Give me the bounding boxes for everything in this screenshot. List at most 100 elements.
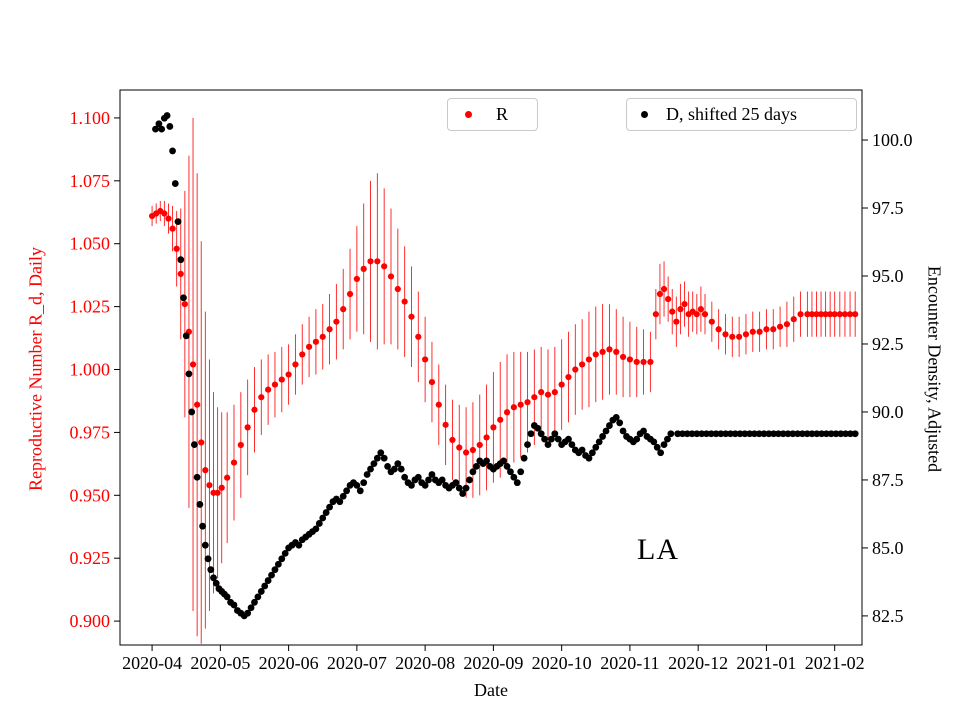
- data-point: [264, 577, 272, 584]
- data-point: [214, 489, 221, 496]
- data-point: [760, 430, 768, 438]
- data-point: [181, 301, 188, 308]
- data-point: [177, 270, 184, 278]
- data-point: [315, 520, 323, 527]
- data-point: [367, 258, 374, 265]
- data-point: [421, 481, 429, 489]
- data-point: [394, 460, 402, 468]
- data-point: [374, 258, 381, 265]
- data-point: [736, 333, 743, 340]
- data-point: [626, 356, 634, 363]
- y-axis-label-right: Encounter Density, Adjusted: [924, 265, 945, 473]
- data-point: [527, 430, 535, 438]
- data-point: [281, 549, 289, 557]
- x-tick-label: 2020-08: [395, 653, 455, 673]
- data-point: [784, 430, 792, 438]
- data-point: [554, 435, 562, 443]
- data-point: [224, 474, 231, 481]
- x-tick-label: 2021-02: [805, 653, 865, 673]
- data-point: [770, 430, 778, 438]
- y-left-tick-label: 0.925: [70, 548, 111, 568]
- y-left-tick-label: 1.075: [70, 171, 111, 191]
- data-point: [218, 484, 225, 491]
- data-point: [727, 430, 734, 438]
- data-point: [251, 598, 258, 606]
- data-point: [619, 427, 627, 435]
- data-point: [414, 473, 422, 481]
- data-point: [223, 593, 231, 601]
- data-point: [746, 430, 754, 438]
- data-point: [381, 263, 388, 270]
- data-point: [817, 311, 825, 318]
- data-point: [193, 473, 201, 481]
- data-point: [708, 318, 715, 325]
- data-point: [230, 601, 238, 609]
- data-point: [415, 333, 422, 340]
- x-axis-label: Date: [474, 680, 508, 700]
- data-point: [565, 373, 572, 381]
- data-point: [697, 306, 705, 313]
- data-point: [155, 120, 163, 128]
- data-point: [169, 147, 176, 155]
- data-point: [592, 443, 600, 451]
- data-point: [428, 378, 436, 386]
- data-point: [425, 476, 432, 484]
- data-point: [585, 454, 593, 462]
- data-point: [377, 449, 385, 457]
- data-point: [237, 441, 244, 449]
- data-point: [258, 394, 265, 401]
- data-point: [182, 332, 190, 340]
- data-point: [370, 460, 378, 468]
- data-point: [531, 394, 538, 401]
- data-point: [305, 343, 313, 350]
- x-tick-label: 2020-07: [327, 653, 387, 673]
- y-axis-label-left: Reproductive Number R_d, Daily: [25, 247, 46, 491]
- legend-marker-R-icon: [465, 111, 472, 118]
- data-point: [319, 333, 326, 340]
- x-tick-label: 2020-04: [122, 653, 182, 673]
- data-point: [285, 371, 292, 378]
- data-point: [363, 471, 371, 478]
- data-point: [846, 311, 854, 318]
- data-point: [438, 476, 446, 484]
- data-point: [152, 125, 159, 133]
- data-point: [244, 609, 252, 617]
- legend-label-R: R: [496, 104, 509, 124]
- data-point: [278, 555, 286, 563]
- data-point: [551, 389, 558, 396]
- data-point: [837, 430, 845, 438]
- x-tick-label: 2020-05: [190, 653, 250, 673]
- data-point: [578, 446, 586, 454]
- data-point: [558, 381, 565, 388]
- data-point: [196, 501, 204, 508]
- data-point: [717, 430, 725, 438]
- data-point: [510, 404, 517, 411]
- data-point: [541, 435, 548, 443]
- data-point: [592, 351, 599, 358]
- data-point: [804, 311, 811, 318]
- data-point: [435, 401, 442, 408]
- data-point: [749, 328, 756, 335]
- y-right-tick-label: 82.5: [872, 606, 904, 626]
- data-point: [568, 441, 576, 448]
- data-point: [194, 401, 201, 408]
- data-point: [251, 406, 258, 413]
- data-point: [185, 370, 193, 378]
- data-point: [565, 435, 572, 443]
- data-point: [483, 434, 490, 441]
- data-point: [503, 409, 511, 416]
- data-point: [173, 245, 180, 252]
- data-point: [466, 476, 473, 484]
- data-point: [312, 338, 320, 345]
- data-point: [653, 443, 661, 451]
- data-point: [380, 454, 388, 462]
- data-point: [664, 435, 671, 443]
- data-point: [822, 430, 830, 438]
- data-point: [640, 427, 647, 435]
- data-point: [841, 311, 849, 318]
- data-point: [822, 311, 829, 318]
- data-point: [612, 413, 620, 421]
- data-point: [765, 430, 773, 438]
- data-point: [776, 323, 784, 330]
